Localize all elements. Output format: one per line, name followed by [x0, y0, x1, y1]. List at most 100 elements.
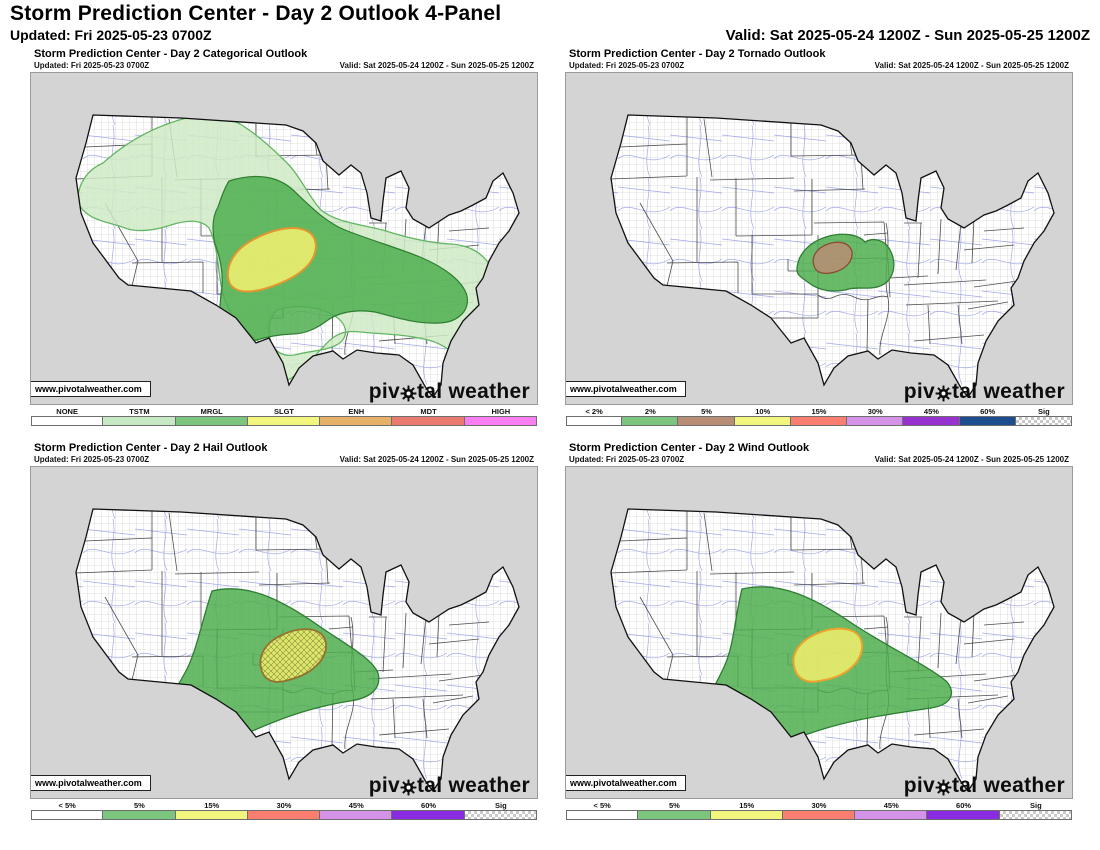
legend-item: 15%	[709, 801, 783, 820]
legend-swatch	[174, 810, 248, 820]
legend-swatch	[319, 810, 393, 820]
panel-valid: Valid: Sat 2025-05-24 1200Z - Sun 2025-0…	[874, 455, 1069, 464]
legend-hail: < 5% 5% 15% 30% 45% 60% Sig	[31, 801, 537, 820]
logo-text-post: tal weather	[951, 380, 1065, 403]
legend-swatch	[566, 810, 639, 820]
pivotal-weather-logo: piv tal weather	[369, 381, 530, 403]
legend-item: HIGH	[463, 407, 537, 426]
legend-swatch	[854, 810, 928, 820]
legend-categorical: NONE TSTM MRGL SLGT ENH MDT HIGH	[31, 407, 537, 426]
panel-wind: Storm Prediction Center - Day 2 Wind Out…	[565, 442, 1073, 820]
gear-icon	[935, 779, 952, 795]
watermark-url: www.pivotalweather.com	[31, 775, 151, 791]
legend-label: NONE	[56, 407, 78, 416]
map-wind: www.pivotalweather.com piv tal weather	[565, 466, 1073, 799]
legend-swatch	[391, 810, 465, 820]
legend-item: Sig	[463, 801, 537, 820]
legend-label: Sig	[494, 801, 507, 810]
legend-item: < 5%	[31, 801, 104, 820]
legend-item: 15%	[174, 801, 248, 820]
legend-label: < 5%	[593, 801, 611, 810]
legend-swatch	[246, 416, 321, 426]
legend-item: 60%	[926, 801, 1000, 820]
legend-swatch	[102, 810, 176, 820]
legend-item: 5%	[637, 801, 711, 820]
gear-icon	[400, 385, 417, 401]
logo-text-post: tal weather	[416, 380, 530, 403]
legend-label: MDT	[420, 407, 437, 416]
legend-wind: < 5% 5% 15% 30% 45% 60% Sig	[566, 801, 1072, 820]
logo-text-pre: piv	[368, 774, 400, 797]
legend-swatch	[846, 416, 904, 426]
panel-updated: Updated: Fri 2025-05-23 0700Z	[34, 61, 150, 70]
risk-area-SLGT	[226, 227, 317, 293]
legend-item: 30%	[246, 801, 321, 820]
logo-text-pre: piv	[903, 380, 935, 403]
legend-label: < 5%	[58, 801, 76, 810]
legend-swatch	[637, 810, 711, 820]
legend-label: 45%	[348, 801, 364, 810]
logo-text-post: tal weather	[416, 774, 530, 797]
pivotal-weather-logo: piv tal weather	[904, 381, 1065, 403]
legend-label: TSTM	[129, 407, 150, 416]
us-outline	[610, 114, 1055, 399]
panel-title: Storm Prediction Center - Day 2 Tornado …	[569, 48, 826, 60]
legend-label: ENH	[348, 407, 365, 416]
legend-item: 10%	[733, 407, 791, 426]
legend-label: 60%	[980, 407, 996, 416]
panel-categorical: Storm Prediction Center - Day 2 Categori…	[30, 48, 538, 426]
legend-swatch	[31, 810, 104, 820]
legend-item: 30%	[781, 801, 856, 820]
logo-text-pre: piv	[903, 774, 935, 797]
legend-swatch	[926, 810, 1000, 820]
logo-text-post: tal weather	[951, 774, 1065, 797]
panel-valid: Valid: Sat 2025-05-24 1200Z - Sun 2025-0…	[339, 61, 534, 70]
legend-swatch	[677, 416, 735, 426]
legend-label: Sig	[1029, 801, 1042, 810]
legend-swatch	[902, 416, 960, 426]
legend-swatch	[709, 810, 783, 820]
panel-title: Storm Prediction Center - Day 2 Hail Out…	[34, 442, 268, 454]
page-header: Storm Prediction Center - Day 2 Outlook …	[0, 0, 1100, 44]
legend-item: 45%	[902, 407, 960, 426]
risk-area-TOR-5	[812, 241, 853, 274]
legend-swatch	[174, 416, 248, 426]
pivotal-weather-logo: piv tal weather	[369, 775, 530, 797]
legend-item: SLGT	[246, 407, 321, 426]
legend-tornado: < 2% 2% 5% 10% 15% 30% 45% 60% Sig	[566, 407, 1072, 426]
legend-swatch	[463, 416, 537, 426]
legend-item: 45%	[854, 801, 928, 820]
panel-updated: Updated: Fri 2025-05-23 0700Z	[569, 455, 685, 464]
legend-swatch	[463, 810, 537, 820]
legend-label: 60%	[421, 801, 437, 810]
panel-updated: Updated: Fri 2025-05-23 0700Z	[569, 61, 685, 70]
legend-label: 30%	[276, 801, 292, 810]
legend-item: TSTM	[102, 407, 176, 426]
legend-swatch	[1014, 416, 1072, 426]
panel-updated: Updated: Fri 2025-05-23 0700Z	[34, 455, 150, 464]
legend-swatch	[246, 810, 321, 820]
legend-label: 15%	[811, 407, 827, 416]
legend-label: 15%	[739, 801, 755, 810]
panel-title: Storm Prediction Center - Day 2 Wind Out…	[569, 442, 810, 454]
page-valid: Valid: Sat 2025-05-24 1200Z - Sun 2025-0…	[725, 27, 1090, 44]
legend-label: Sig	[1038, 407, 1050, 416]
panel-title: Storm Prediction Center - Day 2 Categori…	[34, 48, 308, 60]
gear-icon	[400, 779, 417, 795]
legend-swatch	[566, 416, 623, 426]
legend-item: NONE	[31, 407, 104, 426]
watermark-url: www.pivotalweather.com	[566, 381, 686, 397]
legend-label: 5%	[134, 801, 145, 810]
legend-item: MDT	[391, 407, 465, 426]
legend-item: 2%	[621, 407, 679, 426]
map-hail: www.pivotalweather.com piv tal weather	[30, 466, 538, 799]
legend-label: 15%	[204, 801, 220, 810]
legend-item: 60%	[958, 407, 1016, 426]
watermark-url: www.pivotalweather.com	[31, 381, 151, 397]
map-tornado: www.pivotalweather.com piv tal weather	[565, 72, 1073, 405]
risk-area-WIND-15	[792, 627, 864, 683]
legend-label: SLGT	[273, 407, 294, 416]
legend-item: < 5%	[566, 801, 639, 820]
legend-swatch	[102, 416, 176, 426]
legend-swatch	[391, 416, 465, 426]
